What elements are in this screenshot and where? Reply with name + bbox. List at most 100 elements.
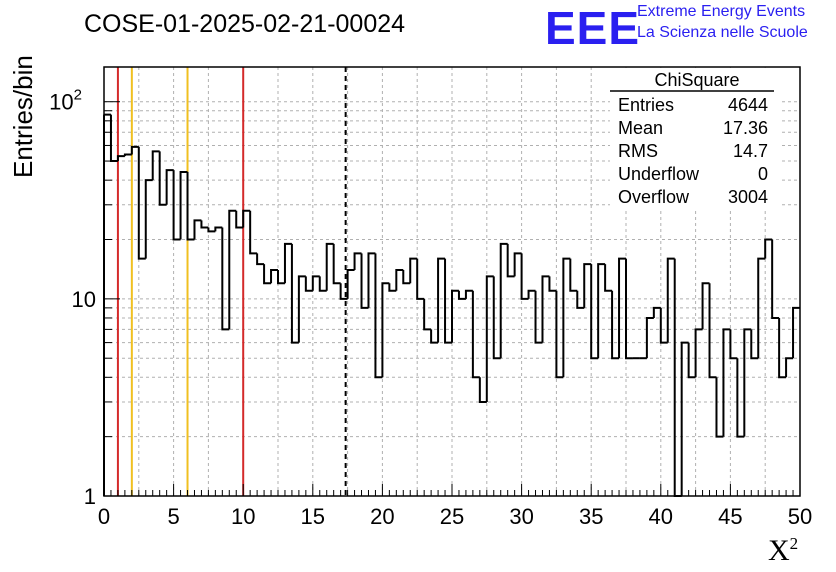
histogram-bin	[214, 226, 223, 232]
histogram-bin	[430, 329, 439, 344]
histogram-bin	[235, 210, 244, 229]
histogram-bin	[311, 275, 320, 291]
histogram-bin	[625, 258, 633, 360]
histogram-bin	[659, 307, 668, 344]
logo-caption-line-2: La Scienza nelle Scuole	[637, 24, 808, 41]
histogram-bin	[242, 209, 251, 228]
histogram-bin	[395, 269, 404, 291]
stats-row-label: Mean	[618, 118, 663, 138]
histogram-bin	[722, 328, 731, 437]
histogram-bin	[144, 179, 153, 259]
stats-row-label: Overflow	[618, 187, 690, 207]
histogram-bin	[687, 342, 696, 379]
histogram-bin	[729, 329, 738, 360]
histogram-bin	[499, 242, 508, 359]
histogram-bin	[256, 253, 265, 266]
histogram-bin	[764, 238, 773, 259]
histogram-bin	[179, 171, 188, 240]
histogram-bin	[694, 328, 703, 378]
histogram-bin	[360, 253, 369, 309]
x-tick-label: 20	[370, 504, 394, 529]
stats-row-value: 17.36	[723, 118, 768, 138]
histogram-bin	[109, 114, 118, 163]
x-axis-label-exponent: 2	[789, 534, 799, 553]
histogram-bin	[576, 290, 585, 309]
histogram-bin	[339, 283, 348, 300]
x-tick-label: 10	[231, 504, 255, 529]
histogram-bin	[374, 253, 383, 379]
x-tick-label: 0	[98, 504, 110, 529]
histogram-bin	[492, 276, 501, 360]
histogram-bin	[444, 258, 452, 344]
histogram-bin	[283, 242, 292, 284]
histogram-bin	[618, 257, 626, 359]
histogram-bin	[346, 269, 355, 299]
histogram-bin	[785, 357, 794, 378]
histogram-bin	[583, 263, 592, 308]
histogram-bin	[367, 252, 376, 308]
histogram-bin	[590, 264, 599, 360]
histogram-bin	[464, 289, 473, 299]
histogram-bin	[186, 172, 195, 241]
histogram-bin	[520, 253, 529, 300]
histogram-bin	[743, 328, 752, 437]
stats-row-value: 3004	[728, 187, 768, 207]
histogram-bin	[451, 289, 459, 343]
x-tick-label: 30	[509, 504, 533, 529]
histogram-bin	[457, 290, 466, 300]
histogram-bin	[263, 264, 272, 285]
x-axis-label-base: X	[768, 534, 790, 567]
histogram-bin	[569, 258, 578, 292]
histogram-bin	[611, 290, 620, 360]
histogram-bin	[221, 227, 230, 331]
histogram-bin	[332, 243, 341, 285]
histogram-bin	[513, 252, 522, 277]
histogram-bin	[318, 276, 327, 292]
histogram-bin	[708, 283, 717, 379]
stats-row-label: RMS	[618, 141, 658, 161]
x-tick-label: 50	[788, 504, 812, 529]
y-tick-label: 10	[72, 287, 96, 312]
histogram-bin	[277, 270, 285, 285]
histogram-bin	[402, 270, 411, 285]
histogram-bin	[666, 257, 675, 343]
histogram-bin	[325, 242, 334, 291]
histogram-bin	[409, 257, 418, 284]
histogram-bin	[527, 289, 536, 299]
histogram-bin	[701, 282, 710, 330]
histogram-bin	[757, 257, 766, 359]
histogram-bin	[193, 219, 202, 240]
x-tick-label: 5	[167, 504, 179, 529]
y-tick-label: 102	[49, 87, 82, 115]
histogram-bin	[200, 220, 209, 229]
x-tick-label: 15	[301, 504, 325, 529]
histogram-bin	[437, 257, 446, 343]
histogram-bin	[778, 317, 787, 379]
histogram-bin	[270, 269, 278, 284]
histogram-bin	[137, 146, 146, 260]
histogram-bin	[736, 358, 745, 438]
x-tick-label: 45	[718, 504, 742, 529]
eee-logo: EEE	[545, 2, 641, 54]
histogram-bin	[151, 150, 160, 181]
histogram-bin	[652, 306, 661, 318]
stats-row-value: 14.7	[733, 141, 768, 161]
histogram-bin	[165, 169, 174, 205]
x-tick-label: 25	[440, 504, 464, 529]
stats-row-label: Entries	[618, 95, 674, 115]
histogram-bin	[228, 209, 237, 330]
histogram-bin	[304, 276, 313, 292]
histogram-bin	[541, 275, 550, 343]
histogram-bin	[750, 329, 759, 360]
histogram-bin	[555, 290, 564, 379]
histogram-bin	[172, 170, 181, 241]
x-tick-label: 40	[649, 504, 673, 529]
histogram-bin	[207, 227, 216, 233]
histogram-bin	[123, 153, 132, 157]
histogram-bin	[506, 243, 515, 278]
histogram-bin	[116, 155, 125, 162]
stats-row-value: 0	[758, 164, 768, 184]
x-axis-label: X2	[768, 534, 798, 568]
